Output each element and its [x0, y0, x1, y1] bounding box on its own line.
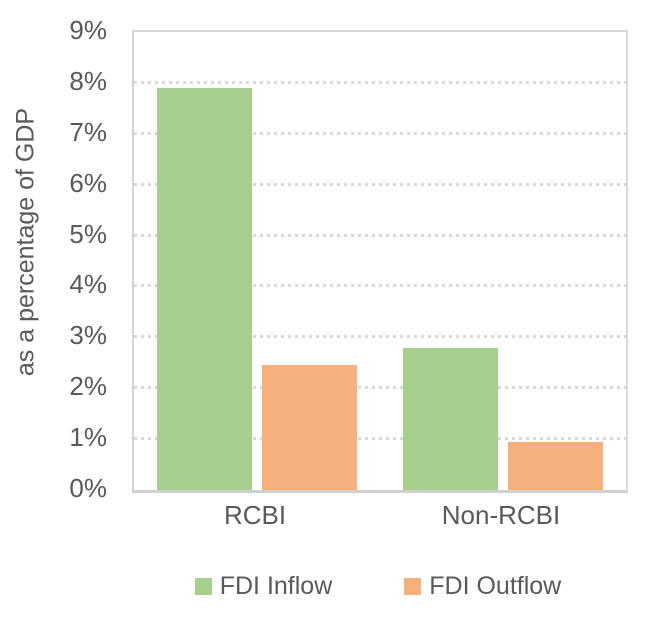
y-tick-label-6: 6% — [69, 167, 107, 198]
y-tick-label-0: 0% — [69, 473, 107, 503]
gridline-7pct — [134, 131, 626, 135]
y-tick-label-2: 2% — [69, 371, 107, 402]
legend: FDI Inflow FDI Outflow — [132, 572, 624, 601]
gridline-6pct — [134, 182, 626, 186]
gridline-2pct — [134, 386, 626, 390]
gridline-8pct — [134, 80, 626, 84]
y-tick-label-3: 3% — [69, 320, 107, 351]
gridline-1pct — [134, 437, 626, 441]
legend-item-fdi-outflow: FDI Outflow — [404, 572, 561, 601]
y-tick-label-1: 1% — [69, 422, 107, 453]
legend-label-fdi-outflow: FDI Outflow — [429, 572, 562, 600]
bar-fdi-outflow-rcbi — [262, 365, 357, 490]
bar-fdi-outflow-non-rcbi — [508, 441, 603, 490]
x-tick-label-rcbi: RCBI — [223, 500, 287, 530]
x-tick-label-non-rcbi: Non-RCBI — [441, 500, 561, 530]
gridline-4pct — [134, 284, 626, 288]
y-tick-label-7: 7% — [69, 116, 107, 147]
y-tick-label-4: 4% — [69, 269, 107, 300]
gridline-3pct — [134, 335, 626, 339]
bar-fdi-inflow-non-rcbi — [403, 347, 498, 490]
y-tick-label-8: 8% — [69, 65, 107, 96]
y-tick-label-5: 5% — [69, 218, 107, 249]
legend-swatch-fdi-inflow — [194, 578, 212, 595]
legend-swatch-fdi-outflow — [404, 578, 422, 595]
bar-fdi-inflow-rcbi — [157, 87, 252, 490]
legend-label-fdi-inflow: FDI Inflow — [219, 572, 333, 600]
y-tick-label-9: 9% — [69, 15, 107, 45]
gridline-5pct — [134, 233, 626, 237]
plot-area — [132, 30, 628, 493]
legend-item-fdi-inflow: FDI Inflow — [194, 572, 333, 601]
